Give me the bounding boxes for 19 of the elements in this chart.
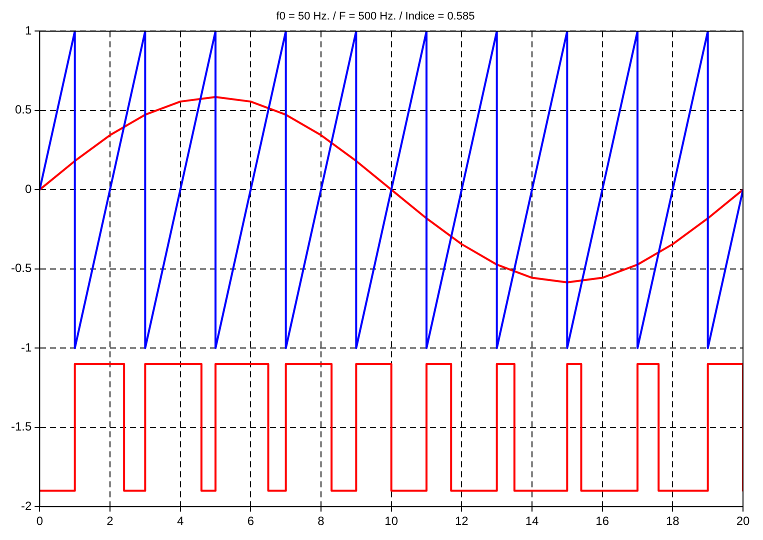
y-tick-label: 1 — [24, 24, 32, 38]
x-tick-label: 4 — [177, 514, 184, 528]
x-tick-label: 14 — [525, 514, 539, 528]
x-tick-label: 0 — [36, 514, 44, 528]
x-tick-label: 8 — [318, 514, 325, 528]
y-tick-label: -1.5 — [10, 420, 32, 434]
x-tick-label: 16 — [596, 514, 610, 528]
x-tick-label: 18 — [666, 514, 680, 528]
chart-title: f0 = 50 Hz. / F = 500 Hz. / Indice = 0.585 — [276, 10, 475, 23]
y-tick-label: 0 — [24, 182, 32, 196]
x-tick-label: 10 — [384, 514, 398, 528]
y-tick-label: -0.5 — [10, 261, 32, 276]
x-tick-label: 6 — [247, 514, 254, 528]
y-tick-label: 0.5 — [14, 102, 32, 117]
y-tick-label: -2 — [21, 498, 32, 513]
x-tick-label: 12 — [454, 514, 469, 528]
x-tick-label: 2 — [106, 514, 114, 528]
y-tick-label: -1 — [21, 340, 32, 354]
x-tick-label: 20 — [736, 514, 750, 528]
